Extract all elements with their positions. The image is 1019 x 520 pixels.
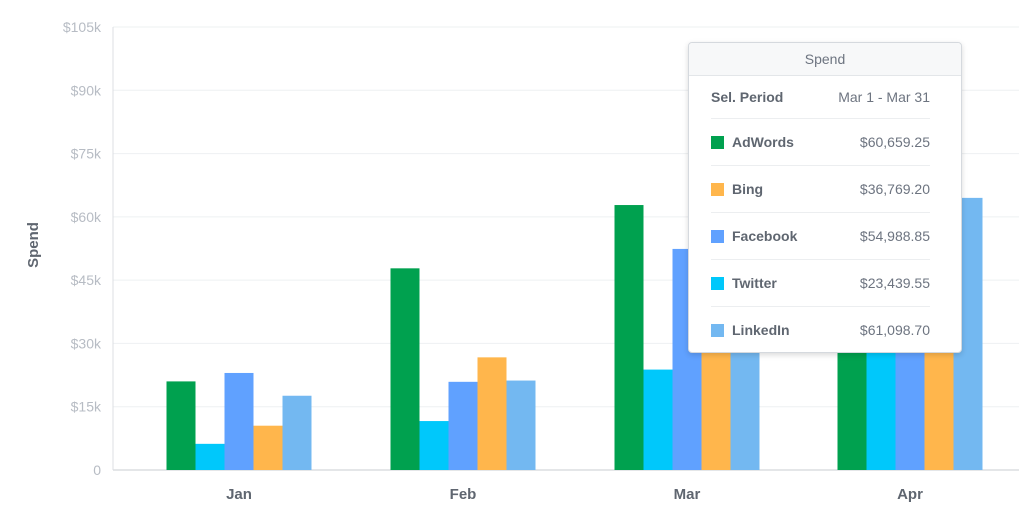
y-axis-ticks: 0 $15k $30k $45k $60k $75k $90k $105k (63, 19, 102, 478)
bar-linkedin-jan[interactable] (282, 395, 312, 470)
y-axis-label: Spend (25, 222, 42, 268)
bar-linkedin-mar[interactable] (730, 349, 760, 470)
y-tick-label: $15k (71, 399, 102, 415)
tooltip-series-value: $36,769.20 (859, 181, 930, 197)
tooltip-series-name: LinkedIn (732, 322, 790, 338)
bar-adwords-apr[interactable] (837, 349, 867, 470)
tooltip-row-bing: Bing $36,769.20 (711, 166, 930, 213)
y-tick-label: $30k (71, 335, 102, 351)
bar-twitter-mar[interactable] (643, 369, 673, 470)
tooltip-row-facebook: Facebook $54,988.85 (711, 213, 930, 260)
bar-adwords-mar[interactable] (614, 205, 644, 470)
tooltip-series-value: $54,988.85 (859, 228, 930, 244)
spend-tooltip: Spend Sel. Period Mar 1 - Mar 31 AdWords… (688, 42, 962, 353)
tooltip-row-linkedin: LinkedIn $61,098.70 (711, 307, 930, 353)
tooltip-series-name: Twitter (732, 275, 777, 291)
legend-swatch-icon (711, 182, 724, 196)
period-label: Sel. Period (711, 89, 784, 105)
tooltip-series-value: $60,659.25 (859, 134, 930, 150)
period-value: Mar 1 - Mar 31 (838, 89, 930, 105)
y-tick-label: $60k (71, 209, 102, 225)
tooltip-series-name: Bing (732, 181, 764, 197)
tooltip-series-name: Facebook (732, 228, 798, 244)
tooltip-title: Spend (689, 43, 961, 76)
y-tick-label: $90k (71, 82, 102, 98)
x-tick-label: Jan (226, 486, 252, 503)
tooltip-series-value: $61,098.70 (859, 322, 930, 338)
y-tick-label: $45k (71, 272, 102, 288)
bar-bing-mar[interactable] (701, 349, 731, 470)
legend-swatch-icon (711, 323, 724, 337)
x-axis-ticks: Jan Feb Mar Apr (226, 486, 923, 503)
y-tick-label: $105k (63, 19, 102, 35)
bar-twitter-apr[interactable] (866, 349, 896, 470)
bar-twitter-jan[interactable] (195, 443, 225, 470)
grid-lines (112, 26, 1019, 471)
tooltip-rows: AdWords $60,659.25 Bing $36,769.20 Facebook $… (689, 119, 961, 353)
bar-adwords-feb[interactable] (390, 268, 420, 470)
legend-swatch-icon (711, 135, 724, 149)
bar-bing-jan[interactable] (253, 425, 283, 470)
bar-linkedin-feb[interactable] (506, 380, 536, 470)
tooltip-series-name: AdWords (732, 134, 794, 150)
bar-facebook-jan[interactable] (224, 372, 254, 470)
legend-swatch-icon (711, 229, 724, 243)
y-tick-label: 0 (93, 462, 101, 478)
bar-facebook-feb[interactable] (448, 381, 478, 470)
bars (166, 197, 983, 470)
bar-twitter-feb[interactable] (419, 421, 449, 470)
x-tick-label: Mar (674, 486, 701, 503)
x-tick-label: Apr (897, 486, 923, 503)
legend-swatch-icon (711, 276, 724, 290)
y-tick-label: $75k (71, 146, 102, 162)
bar-bing-apr[interactable] (924, 349, 954, 470)
bar-facebook-apr[interactable] (895, 349, 925, 470)
bar-adwords-jan[interactable] (166, 381, 196, 470)
tooltip-series-value: $23,439.55 (859, 275, 930, 291)
tooltip-row-adwords: AdWords $60,659.25 (711, 119, 930, 166)
tooltip-period: Sel. Period Mar 1 - Mar 31 (711, 76, 930, 119)
bar-bing-feb[interactable] (477, 357, 507, 470)
x-tick-label: Feb (450, 486, 477, 503)
tooltip-row-twitter: Twitter $23,439.55 (711, 260, 930, 307)
